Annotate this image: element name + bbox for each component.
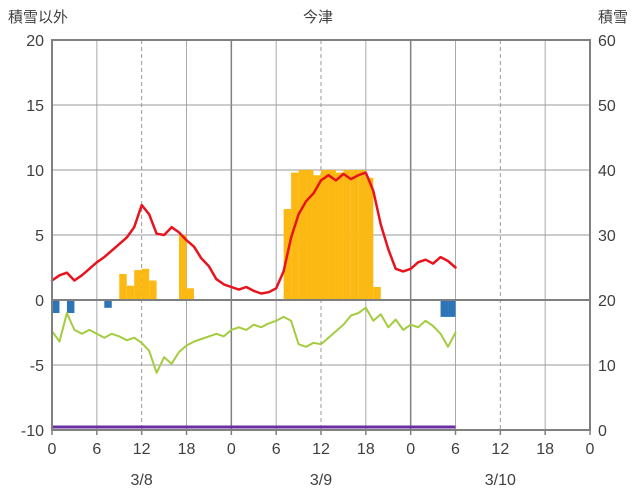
orange-bars-bar — [313, 175, 321, 300]
orange-bars-bar — [321, 170, 329, 300]
orange-bars-bar — [306, 170, 314, 300]
orange-bars-bar — [373, 287, 381, 300]
blue-bars-bar — [448, 300, 456, 317]
orange-bars-bar — [335, 172, 344, 300]
x-axis-date-label: 3/9 — [310, 472, 332, 489]
orange-bars-bar — [179, 235, 187, 300]
x-axis-hour-label: 0 — [586, 441, 595, 458]
left-axis-tick-label: -10 — [21, 423, 44, 440]
orange-bars-bar — [126, 285, 135, 300]
orange-bars-bar — [186, 288, 194, 300]
right-axis-tick-label: 50 — [598, 98, 616, 115]
left-axis-tick-label: 15 — [26, 98, 44, 115]
right-axis-title: 積雪 — [597, 9, 628, 26]
blue-bars-bar — [66, 300, 75, 313]
orange-bars-bar — [149, 280, 157, 300]
green-line — [51, 306, 457, 374]
x-axis-hour-label: 18 — [357, 441, 375, 458]
x-axis-hour-label: 18 — [536, 441, 554, 458]
x-axis-hour-label: 12 — [133, 441, 151, 458]
x-axis-hour-label: 12 — [312, 441, 330, 458]
orange-bars-bar — [350, 170, 359, 300]
x-axis-date-label: 3/8 — [131, 472, 153, 489]
left-axis-tick-label: 5 — [35, 228, 44, 245]
orange-bars-bar — [291, 172, 299, 300]
right-axis-tick-label: 40 — [598, 163, 616, 180]
orange-bars-bar — [343, 170, 351, 300]
right-axis-tick-label: 10 — [598, 358, 616, 375]
orange-bars-bar — [141, 268, 150, 300]
right-axis-tick-label: 0 — [598, 423, 607, 440]
red-line — [50, 171, 457, 295]
x-axis-hour-label: 6 — [451, 441, 460, 458]
blue-bars-bar — [104, 300, 112, 308]
x-axis-date-label: 3/10 — [485, 472, 516, 489]
orange-bars-bar — [134, 270, 142, 300]
x-axis-hour-label: 18 — [178, 441, 196, 458]
left-axis-tick-label: 10 — [26, 163, 44, 180]
orange-bars-bar — [298, 170, 307, 300]
orange-bars-bar — [358, 170, 366, 300]
right-axis-tick-label: 30 — [598, 228, 616, 245]
right-axis-tick-label: 60 — [598, 33, 616, 50]
left-axis-title: 積雪以外 — [8, 9, 69, 26]
orange-bars-bar — [119, 274, 127, 300]
left-axis-tick-label: -5 — [30, 358, 44, 375]
x-axis-hour-label: 12 — [491, 441, 509, 458]
x-axis-hour-label: 6 — [272, 441, 281, 458]
orange-bars-bar — [328, 170, 336, 300]
blue-bars-bar — [440, 300, 449, 317]
x-axis-hour-label: 0 — [227, 441, 236, 458]
left-axis-tick-label: 20 — [26, 33, 44, 50]
chart-title: 今津 — [302, 9, 333, 26]
left-axis-tick-label: 0 — [35, 293, 44, 310]
x-axis-hour-label: 6 — [92, 441, 101, 458]
orange-bars-bar — [365, 177, 374, 300]
x-axis-hour-label: 0 — [48, 441, 57, 458]
x-axis-hour-label: 0 — [406, 441, 415, 458]
right-axis-tick-label: 20 — [598, 293, 616, 310]
blue-bars-bar — [52, 300, 60, 313]
